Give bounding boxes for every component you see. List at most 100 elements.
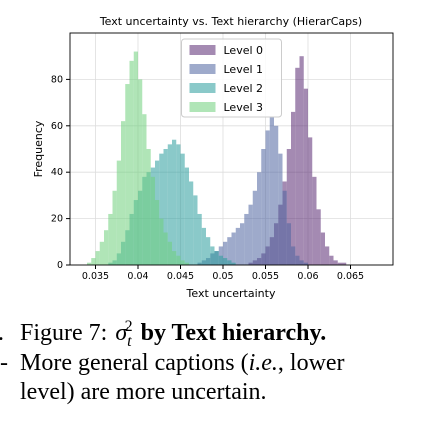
histogram-bar <box>172 139 177 265</box>
legend-label: Level 2 <box>224 82 264 95</box>
histogram-bar <box>227 237 232 265</box>
legend-swatch <box>189 102 216 112</box>
histogram-bar <box>299 56 304 266</box>
caption-text: More general captions ( <box>20 350 249 376</box>
plot-frame <box>69 32 394 266</box>
y-tick-label: 60 <box>51 121 63 132</box>
histogram-bar <box>121 121 126 265</box>
histogram-bar <box>252 190 257 265</box>
fragment: . <box>0 320 4 346</box>
histogram-bar <box>231 262 236 265</box>
histogram-bar <box>231 232 236 265</box>
histogram-bar <box>333 260 338 265</box>
histogram-bar <box>184 262 189 265</box>
histogram-bar <box>329 255 334 265</box>
y-tick-label: 0 <box>57 260 63 271</box>
caption-text: , lower <box>278 350 345 376</box>
histogram-bar <box>274 125 279 265</box>
histogram-bar <box>342 262 347 265</box>
histogram-bar <box>159 218 164 265</box>
caption-line: More general captions (i.e., lower <box>20 350 345 376</box>
histogram-bar <box>269 116 274 266</box>
legend-swatch <box>189 83 216 93</box>
histogram-bar <box>295 67 300 265</box>
histogram-bar <box>218 255 223 265</box>
histogram-bar <box>125 84 130 265</box>
histogram-bar <box>265 130 270 265</box>
histogram-bar <box>240 223 245 265</box>
histogram-bar <box>312 176 317 265</box>
caption-line: Figure 7: σt2 by Text hierarchy. <box>20 318 326 350</box>
histogram-bar <box>325 246 330 265</box>
histogram-bar <box>303 262 308 265</box>
histogram-bar <box>214 251 219 265</box>
x-tick-label: 0.05 <box>212 271 233 282</box>
histogram-bar <box>189 181 194 265</box>
histogram-bar <box>155 200 160 265</box>
superscript: 2 <box>125 318 133 335</box>
chart-title: Text uncertainty vs. Text hierarchy (Hie… <box>99 15 362 28</box>
histogram-bar <box>146 149 151 265</box>
histogram-bar <box>172 251 177 265</box>
legend-label: Level 1 <box>224 63 264 76</box>
symbol: σ <box>115 320 128 346</box>
histogram-bar <box>167 241 172 265</box>
legend-swatch <box>189 45 216 55</box>
histogram-bar <box>223 258 228 265</box>
histogram-bar <box>299 260 304 265</box>
histogram-bar <box>129 60 134 266</box>
histogram-bar <box>167 144 172 265</box>
legend-label: Level 0 <box>224 44 264 57</box>
subscript: t <box>127 333 132 350</box>
histogram-bar <box>176 144 181 265</box>
histogram-bar <box>142 114 147 265</box>
histogram-bar <box>180 153 185 265</box>
x-axis-label: Text uncertainty <box>186 287 276 300</box>
histogram-bar <box>163 232 168 265</box>
histogram-bar <box>150 176 155 265</box>
x-tick-label: 0.06 <box>297 271 318 282</box>
histogram-bar <box>87 262 92 265</box>
histogram-bar <box>193 195 198 265</box>
histogram-bar <box>303 88 308 266</box>
legend-box <box>181 38 282 118</box>
histogram-bar <box>133 51 138 266</box>
histogram-bar <box>286 149 291 265</box>
caption-label: Figure 7: <box>20 320 107 346</box>
histogram-bar <box>227 260 232 265</box>
x-tick-label: 0.035 <box>82 271 109 282</box>
histogram-bar <box>278 153 283 265</box>
y-axis-label: Frequency <box>32 120 45 177</box>
histogram-bar <box>291 246 296 265</box>
caption-text: i.e. <box>249 350 278 376</box>
histogram-bar <box>210 246 215 265</box>
histogram-bar <box>223 241 228 265</box>
histogram-bar <box>116 160 121 265</box>
histogram-bar <box>316 209 321 265</box>
fragment: - <box>0 350 8 376</box>
histogram-bar <box>104 230 109 265</box>
histogram-bar <box>257 172 262 265</box>
histogram-bar <box>244 213 249 265</box>
histogram-bar <box>286 223 291 265</box>
histogram-bar <box>308 137 313 265</box>
x-tick-label: 0.04 <box>127 271 148 282</box>
histogram-bar <box>163 149 168 265</box>
histogram-bar <box>112 190 117 265</box>
legend-label: Level 3 <box>224 101 264 114</box>
histogram-bar <box>99 241 104 265</box>
x-tick-label: 0.065 <box>337 271 364 282</box>
y-tick-label: 40 <box>51 167 63 178</box>
histogram-bar <box>197 213 202 265</box>
histogram-bar <box>201 227 206 265</box>
histogram-bar <box>248 204 253 265</box>
y-tick-label: 80 <box>51 74 63 85</box>
histogram-bar <box>320 232 325 265</box>
histogram-bar <box>176 255 181 265</box>
histogram-bar <box>91 258 96 265</box>
caption-title: by Text hierarchy. <box>141 320 327 346</box>
histogram-bar <box>282 190 287 265</box>
histogram-bar <box>184 167 189 265</box>
histogram-bar <box>235 227 240 265</box>
